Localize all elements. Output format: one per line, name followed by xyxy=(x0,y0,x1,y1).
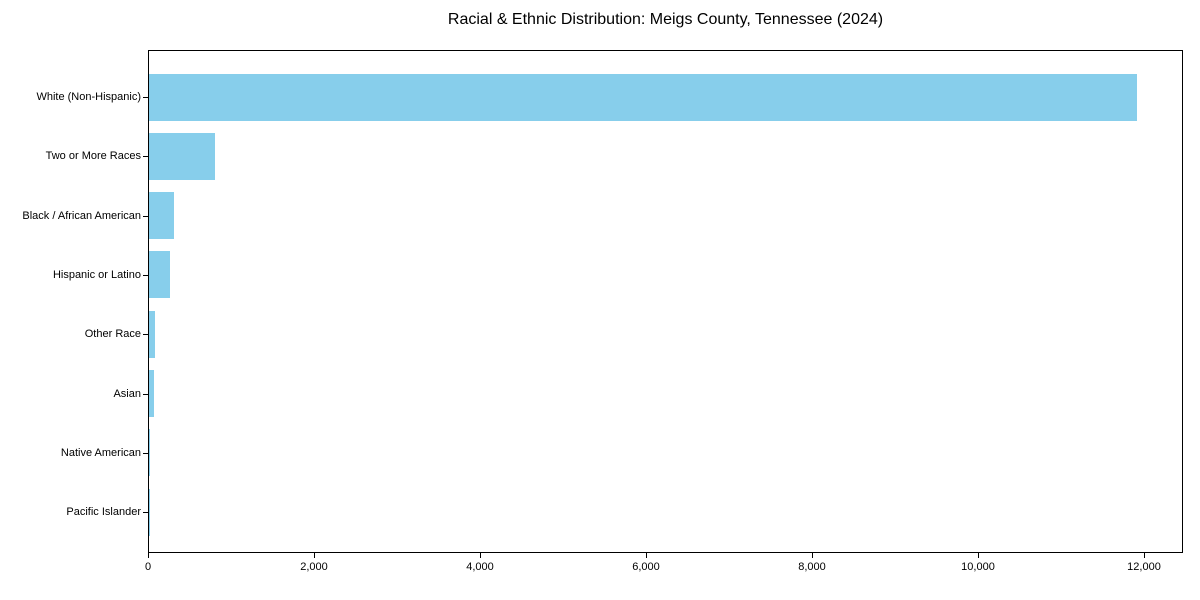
y-tick-label-white-non-hispanic: White (Non-Hispanic) xyxy=(36,91,141,103)
y-tick-mark xyxy=(143,215,148,217)
bar-hispanic-or-latino xyxy=(149,251,170,299)
x-tick-mark xyxy=(1144,553,1145,558)
x-tick-label-0: 0 xyxy=(144,561,152,573)
plot-area xyxy=(148,50,1183,553)
bar-white-non-hispanic xyxy=(149,73,1137,121)
y-tick-mark xyxy=(143,393,148,395)
x-tick-mark xyxy=(148,553,149,558)
y-tick-label-hispanic-or-latino: Hispanic or Latino xyxy=(52,268,141,281)
y-tick-mark xyxy=(143,334,148,336)
y-tick-label-other-race: Other Race xyxy=(84,328,141,341)
y-tick-label-pacific-islander: Pacific Islander xyxy=(66,506,141,519)
y-tick-label-two-or-more-races: Two or More Races xyxy=(45,150,141,163)
x-tick-label-8-000: 8,000 xyxy=(798,561,826,573)
x-tick-label-6-000: 6,000 xyxy=(632,561,660,573)
x-tick-mark xyxy=(646,553,647,558)
bar-asian xyxy=(149,370,155,417)
x-tick-label-10-000: 10,000 xyxy=(961,561,995,573)
chart-title: Racial & Ethnic Distribution: Meigs Coun… xyxy=(447,11,884,28)
y-tick-label-native-american: Native American xyxy=(60,446,141,459)
bar-black-african-american xyxy=(149,192,174,240)
y-tick-mark xyxy=(143,274,148,276)
x-tick-mark xyxy=(978,553,979,558)
x-tick-mark xyxy=(480,553,481,558)
y-tick-mark xyxy=(143,512,148,514)
y-tick-label-asian: Asian xyxy=(113,387,141,400)
bar-native-american xyxy=(149,429,150,477)
y-tick-mark xyxy=(143,156,148,158)
y-tick-mark xyxy=(143,452,148,454)
bar-other-race xyxy=(149,310,156,358)
y-tick-label-black-african-american: Black / African American xyxy=(22,209,141,222)
x-tick-mark xyxy=(812,553,813,558)
x-tick-label-2-000: 2,000 xyxy=(300,561,328,573)
y-tick-mark xyxy=(143,97,148,98)
x-tick-label-4-000: 4,000 xyxy=(466,561,494,573)
x-tick-label-12-000: 12,000 xyxy=(1127,561,1161,573)
x-tick-mark xyxy=(314,553,315,558)
bar-two-or-more-races xyxy=(149,132,216,180)
